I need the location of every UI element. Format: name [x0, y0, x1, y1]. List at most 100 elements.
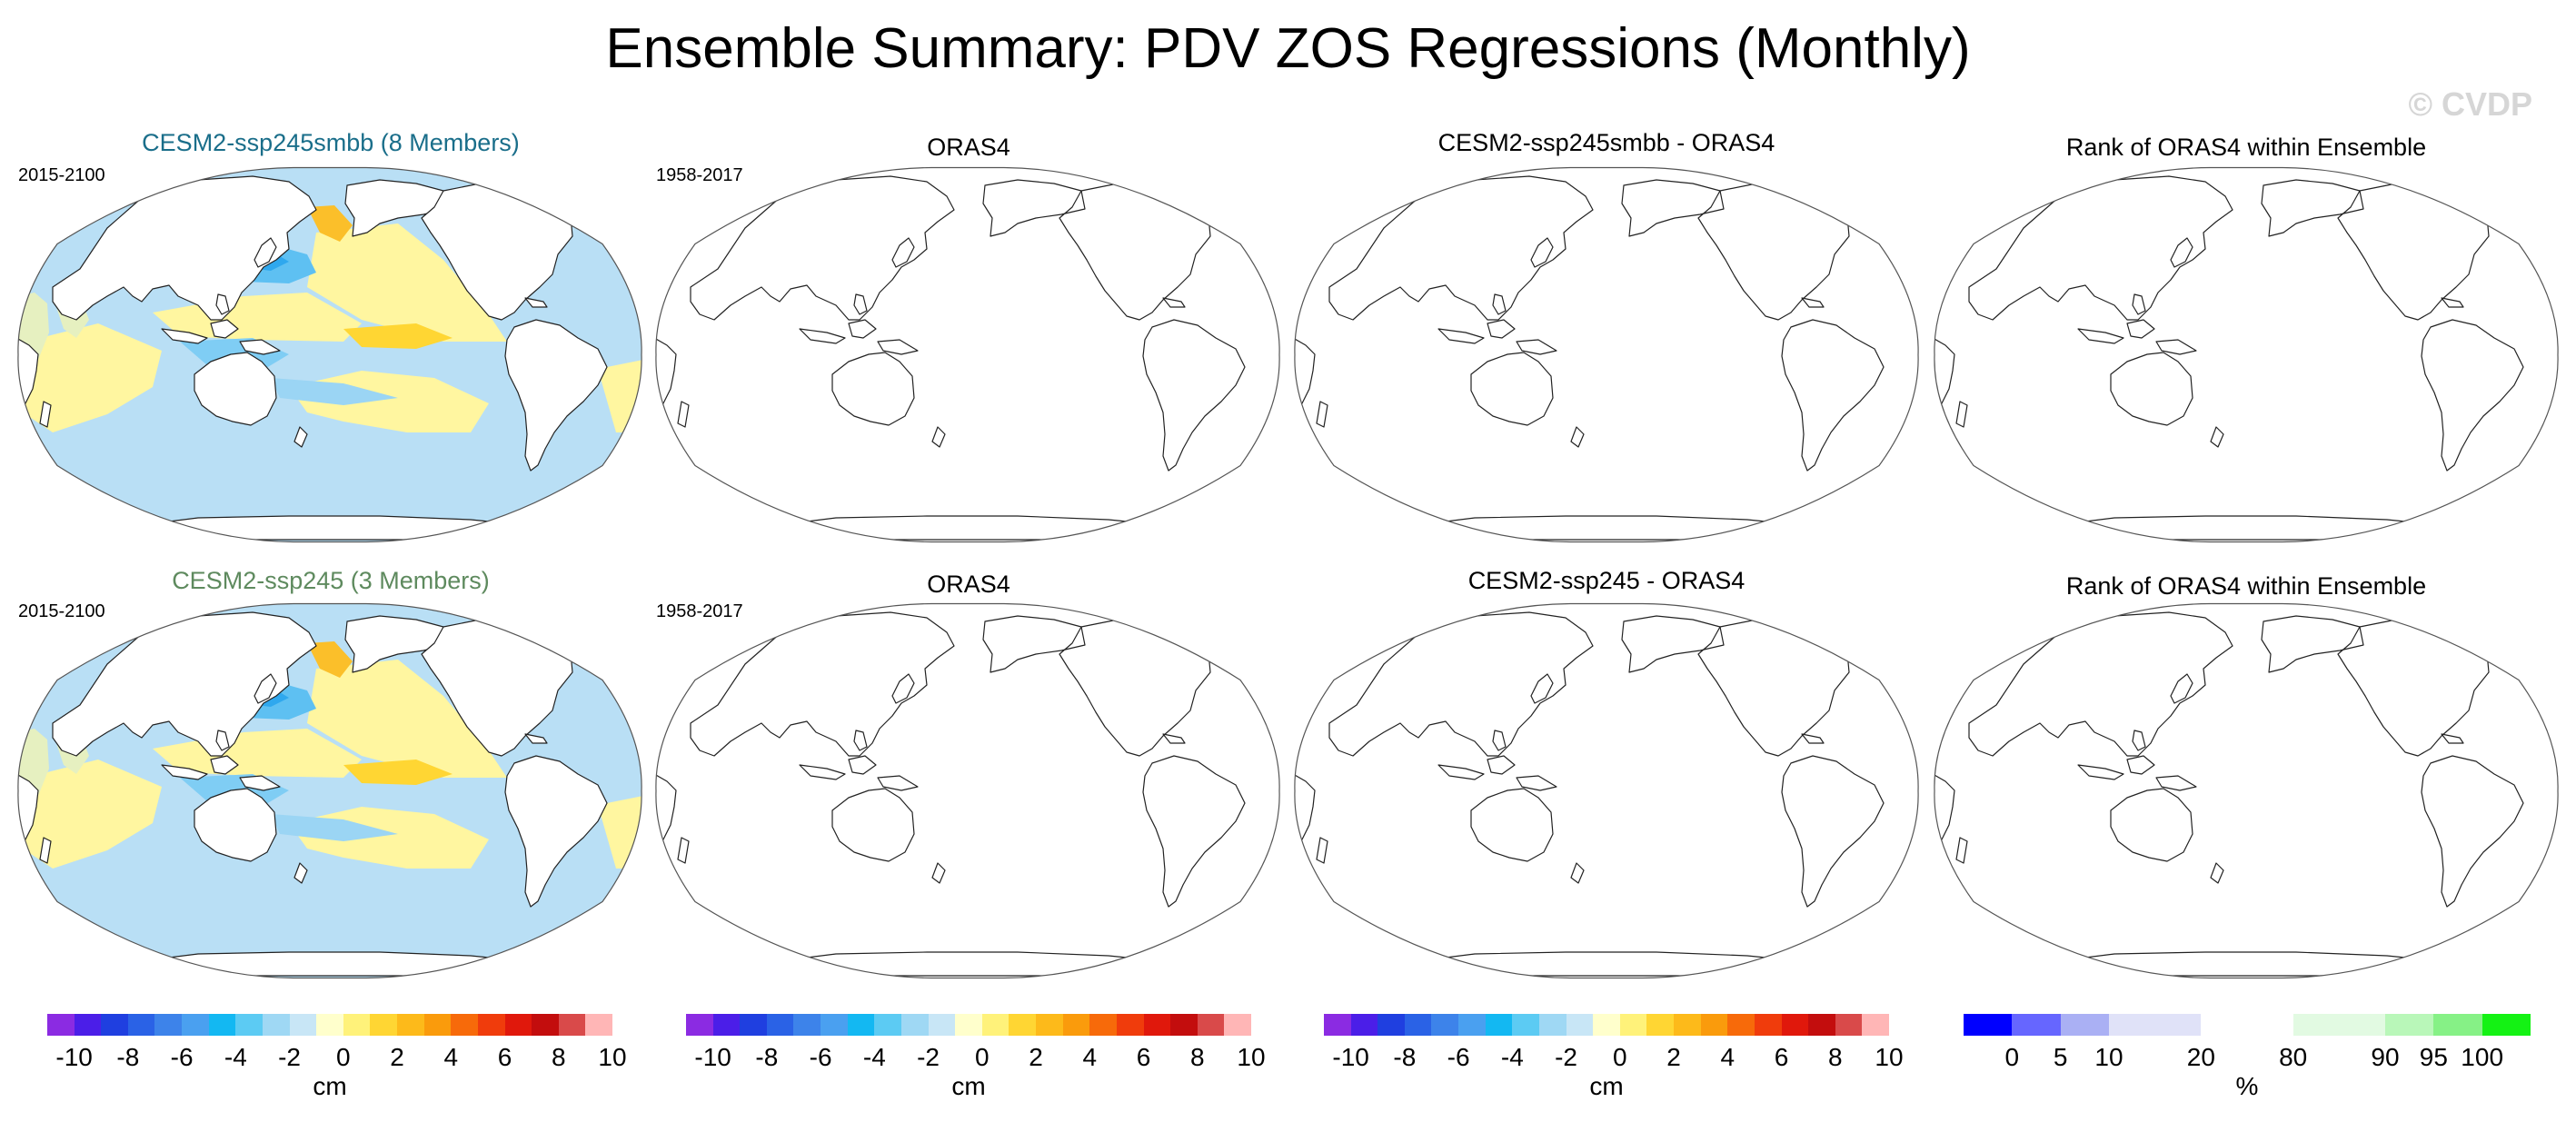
coastline-north-america	[2337, 177, 2490, 321]
coastline-new-guinea	[1516, 339, 1557, 355]
colorbar-swatch-15	[1727, 1014, 1755, 1036]
colorbar-tick-label: -4	[1500, 1043, 1524, 1071]
coastline-south-america	[2421, 755, 2524, 908]
coastline-asia	[52, 611, 317, 757]
colorbar-swatch-3	[2109, 1014, 2202, 1036]
colorbar-swatch-11	[1619, 1014, 1647, 1036]
coastline-australia	[194, 352, 277, 426]
colorbar-swatch-13	[397, 1014, 425, 1036]
map-border	[655, 166, 1280, 543]
colorbar-swatch-5	[821, 1014, 849, 1036]
coastline-indonesia-1	[2077, 328, 2124, 344]
colorbar-tick-label: 8	[1827, 1043, 1843, 1071]
coastline-africa-east	[1934, 337, 1955, 408]
coastline-indonesia-1	[799, 764, 846, 780]
colorbar-tick-label: 10	[2094, 1043, 2123, 1071]
coastline-australia	[1470, 352, 1554, 426]
colorbar-tick-label: -6	[1447, 1043, 1470, 1071]
coastline-new-zealand	[931, 426, 946, 448]
coastline-japan	[254, 673, 277, 704]
colorbar-swatch-3	[127, 1014, 155, 1036]
coastline-japan	[891, 673, 915, 704]
colorbar-swatch-14	[1062, 1014, 1090, 1036]
coastline-asia	[1968, 175, 2233, 321]
colorbar-swatch-13	[1036, 1014, 1064, 1036]
coastline-greenland	[1177, 167, 1246, 197]
colorbar-swatch-13	[1674, 1014, 1702, 1036]
map-observation-2	[655, 602, 1280, 979]
map-ensemble-2	[17, 602, 642, 979]
coastline-cuba	[524, 297, 548, 308]
coastline-alaska	[1621, 179, 1725, 237]
coastline-asia	[1968, 611, 2233, 757]
field-yellow-indian-ocean	[25, 323, 162, 432]
field-blue-south-pacific-band	[271, 378, 398, 405]
colorbar-tick-label: 100	[2461, 1043, 2504, 1071]
coastline-greenland	[539, 603, 608, 633]
coastline-japan	[891, 237, 915, 268]
period-observation-2: 1958-2017	[656, 601, 743, 621]
colorbar-swatch-3	[766, 1014, 794, 1036]
panel-title-ensemble-1: CESM2-ssp245smbb (8 Members)	[142, 129, 520, 156]
coastline-new-guinea	[239, 775, 281, 791]
colorbar-swatch-4	[1431, 1014, 1459, 1036]
coastline-japan	[1530, 237, 1554, 268]
colorbar-swatch-17	[1143, 1014, 1171, 1036]
field-yellow-indian-ocean	[25, 760, 162, 869]
map-difference-2	[1294, 602, 1919, 979]
colorbar-unit: cm	[1589, 1072, 1624, 1100]
colorbar-swatch-17	[1781, 1014, 1809, 1036]
coastline-south-america	[504, 319, 608, 472]
colorbar-tick-label: 8	[551, 1043, 566, 1071]
colorbar-swatch-7	[1512, 1014, 1540, 1036]
coastline-madagascar	[39, 837, 52, 864]
period-ensemble-1: 2015-2100	[18, 165, 105, 185]
colorbar-swatch-2	[740, 1014, 768, 1036]
colorbar-tick-label: -10	[1332, 1043, 1369, 1071]
coastline-new-zealand	[1570, 862, 1585, 884]
colorbar-tick-label: 6	[497, 1043, 512, 1071]
map-border	[1294, 166, 1919, 543]
colorbar-tick-label: 0	[2004, 1043, 2020, 1071]
map-content	[655, 603, 1246, 977]
coastline-south-america	[504, 755, 608, 908]
coastline-philippines	[1492, 730, 1507, 751]
coastline-north-america	[1697, 177, 1850, 321]
coastline-greenland	[539, 167, 608, 197]
period-ensemble-2: 2015-2100	[18, 601, 105, 621]
coastline-japan	[254, 237, 277, 268]
colorbar-tick-label: -2	[278, 1043, 302, 1071]
panel-title-difference-2: CESM2-ssp245 - ORAS4	[1467, 567, 1746, 594]
coastline-new-zealand	[2210, 862, 2224, 884]
colorbar-tick-label: -2	[917, 1043, 940, 1071]
colorbar-swatch-11	[343, 1014, 371, 1036]
coastline-new-guinea	[1516, 775, 1557, 791]
map-border	[655, 602, 1280, 979]
coastline-indonesia-1	[2077, 764, 2124, 780]
colorbar-tick-label: 10	[1237, 1043, 1266, 1071]
coastline-cuba	[2441, 297, 2464, 308]
coastline-greenland	[2455, 603, 2524, 633]
coastline-africa-east	[1934, 773, 1955, 844]
field-blue-south-pacific-band	[271, 814, 398, 841]
coastline-indonesia-1	[161, 328, 208, 344]
colorbar-swatch-18	[532, 1014, 560, 1036]
coastline-philippines	[853, 293, 868, 315]
colorbar-swatch-9	[289, 1014, 317, 1036]
coastline-south-america	[1142, 319, 1246, 472]
coastline-africa-east	[655, 773, 677, 844]
coastline-antarctica	[2041, 515, 2461, 541]
colorbar-swatch-2	[101, 1014, 129, 1036]
colorbar-swatch-19	[558, 1014, 586, 1036]
coastline-greenland	[1815, 167, 1885, 197]
colorbar-tick-label: 80	[2279, 1043, 2308, 1071]
colorbar-swatch-16	[1754, 1014, 1782, 1036]
coastline-madagascar	[1955, 401, 1968, 428]
colorbar-swatch-16	[477, 1014, 505, 1036]
colorbar-swatch-5	[1458, 1014, 1487, 1036]
colorbar-swatch-8	[1538, 1014, 1567, 1036]
map-border	[17, 602, 642, 979]
colorbar-tick-label: -8	[116, 1043, 140, 1071]
coastline-new-guinea	[2155, 339, 2197, 355]
colorbar-swatch-19	[1835, 1014, 1863, 1036]
